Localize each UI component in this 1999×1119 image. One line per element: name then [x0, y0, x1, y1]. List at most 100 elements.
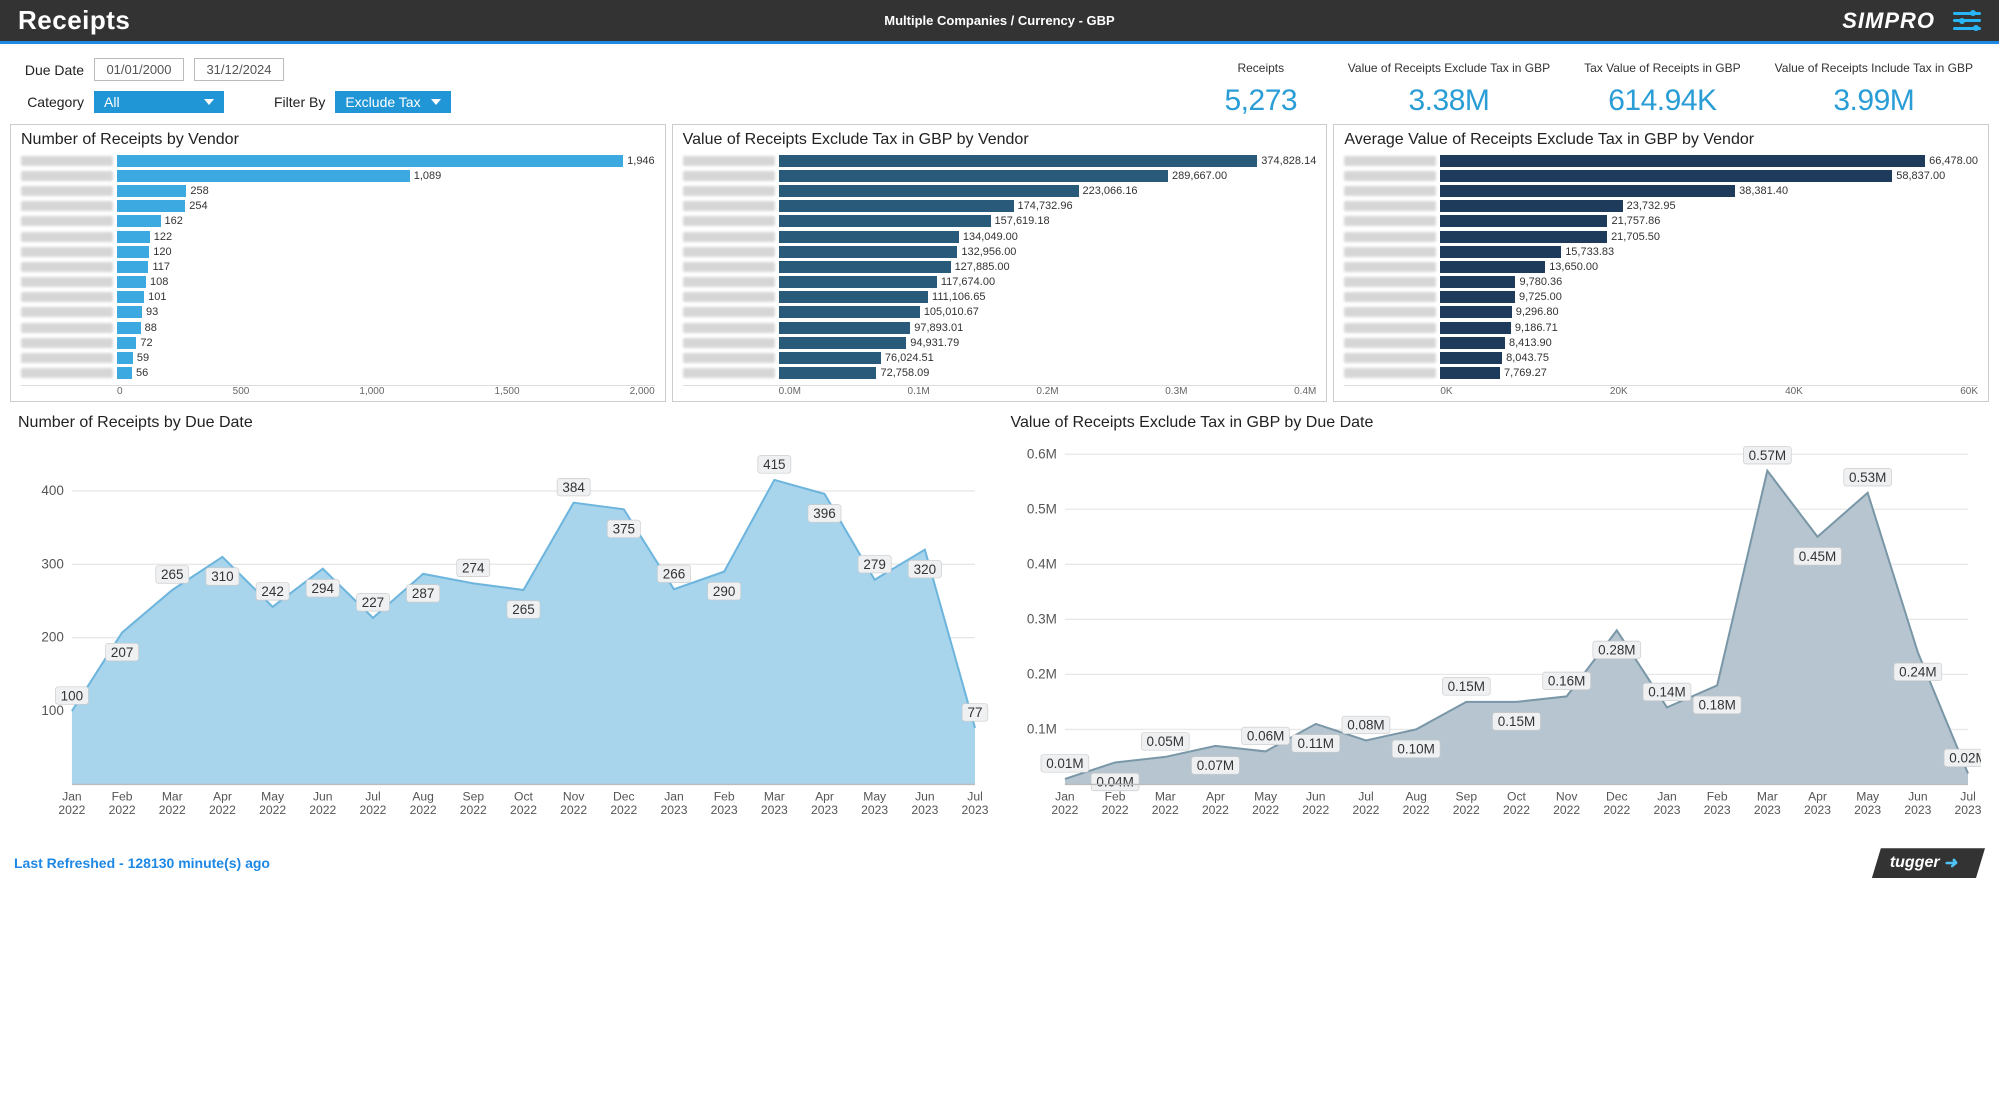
bar-row: 21,705.50	[1344, 229, 1978, 244]
bar-value: 117	[152, 261, 170, 273]
bar-value: 289,667.00	[1172, 170, 1227, 182]
svg-text:Sep: Sep	[463, 789, 485, 803]
svg-text:Jan: Jan	[1055, 789, 1075, 803]
vendor-label-blurred	[1344, 186, 1436, 196]
vendor-label-blurred	[683, 368, 775, 378]
bar-fill	[779, 276, 937, 288]
bar-fill	[1440, 352, 1502, 364]
svg-text:2023: 2023	[660, 803, 687, 817]
bar-fill	[117, 367, 132, 379]
chart-avg-value-by-vendor: Average Value of Receipts Exclude Tax in…	[1333, 124, 1989, 402]
svg-text:0.3M: 0.3M	[1026, 611, 1056, 626]
bar-value: 21,705.50	[1611, 231, 1660, 243]
vendor-label-blurred	[21, 216, 113, 226]
svg-text:2023: 2023	[761, 803, 788, 817]
bar-fill	[1440, 246, 1561, 258]
svg-text:0.57M: 0.57M	[1748, 448, 1785, 463]
svg-text:2023: 2023	[1954, 803, 1981, 817]
bar-fill	[117, 200, 185, 212]
chart-value-by-date: Value of Receipts Exclude Tax in GBP by …	[1003, 410, 1990, 842]
bar-fill	[779, 246, 958, 258]
bar-value: 88	[145, 322, 157, 334]
kpi-card: Value of Receipts Include Tax in GBP3.99…	[1763, 54, 1985, 118]
bar-row: 127,885.00	[683, 259, 1317, 274]
vendor-label-blurred	[21, 186, 113, 196]
bar-fill	[779, 367, 877, 379]
svg-text:400: 400	[41, 483, 63, 498]
vendor-label-blurred	[683, 292, 775, 302]
svg-text:2022: 2022	[58, 803, 85, 817]
svg-text:Mar: Mar	[162, 789, 183, 803]
svg-text:2022: 2022	[259, 803, 286, 817]
x-tick: 20K	[1610, 386, 1628, 397]
settings-icon[interactable]	[1953, 9, 1981, 33]
bar-fill	[1440, 170, 1892, 182]
vendor-label-blurred	[683, 156, 775, 166]
vendor-label-blurred	[1344, 277, 1436, 287]
filterby-dropdown[interactable]: Exclude Tax	[335, 91, 450, 113]
vendor-label-blurred	[21, 247, 113, 257]
svg-text:2022: 2022	[1553, 803, 1580, 817]
bar-value: 111,106.65	[932, 291, 985, 303]
bar-value: 76,024.51	[885, 352, 934, 364]
chart-title: Value of Receipts Exclude Tax in GBP by …	[1011, 414, 1982, 432]
bar-row: 258	[21, 183, 655, 198]
bar-row: 88	[21, 320, 655, 335]
bar-fill	[779, 337, 907, 349]
bar-row: 58,837.00	[1344, 168, 1978, 183]
svg-text:0.53M: 0.53M	[1848, 470, 1885, 485]
bar-fill	[1440, 200, 1622, 212]
x-tick: 0.3M	[1165, 386, 1187, 397]
date-to-input[interactable]: 31/12/2024	[194, 58, 284, 81]
svg-text:2022: 2022	[460, 803, 487, 817]
svg-text:0.28M: 0.28M	[1598, 642, 1635, 657]
bar-row: 120	[21, 244, 655, 259]
svg-text:Jun: Jun	[1305, 789, 1325, 803]
page-title: Receipts	[18, 5, 130, 36]
chart-value-by-vendor: Value of Receipts Exclude Tax in GBP by …	[672, 124, 1328, 402]
bar-value: 58,837.00	[1896, 170, 1945, 182]
vendor-label-blurred	[1344, 292, 1436, 302]
svg-text:100: 100	[61, 688, 83, 703]
bar-row: 9,296.80	[1344, 305, 1978, 320]
bar-row: 9,780.36	[1344, 275, 1978, 290]
bar-row: 15,733.83	[1344, 244, 1978, 259]
svg-text:Jan: Jan	[1657, 789, 1677, 803]
bar-row: 9,186.71	[1344, 320, 1978, 335]
bar-value: 117,674.00	[941, 276, 995, 288]
bar-row: 111,106.65	[683, 290, 1317, 305]
bar-fill	[779, 185, 1079, 197]
kpi-card: Tax Value of Receipts in GBP614.94K	[1572, 54, 1753, 118]
x-tick: 500	[233, 386, 250, 397]
bar-row: 23,732.95	[1344, 199, 1978, 214]
svg-text:2022: 2022	[1101, 803, 1128, 817]
vendor-label-blurred	[683, 338, 775, 348]
bar-fill	[117, 322, 141, 334]
bar-value: 223,066.16	[1083, 185, 1138, 197]
kpi-value: 5,273	[1208, 84, 1314, 118]
date-from-input[interactable]: 01/01/2000	[94, 58, 184, 81]
bar-value: 9,725.00	[1519, 291, 1562, 303]
filterby-value: Exclude Tax	[345, 94, 420, 110]
bar-row: 162	[21, 214, 655, 229]
vendor-label-blurred	[1344, 368, 1436, 378]
bar-fill	[117, 185, 186, 197]
vendor-label-blurred	[683, 307, 775, 317]
vendor-label-blurred	[21, 353, 113, 363]
kpi-value: 614.94K	[1584, 84, 1741, 118]
svg-text:0.4M: 0.4M	[1026, 556, 1056, 571]
bar-fill	[117, 291, 144, 303]
bar-value: 132,956.00	[961, 246, 1016, 258]
svg-text:0.16M: 0.16M	[1547, 673, 1584, 688]
category-dropdown[interactable]: All	[94, 91, 224, 113]
bar-fill	[1440, 215, 1607, 227]
chart-title: Value of Receipts Exclude Tax in GBP by …	[683, 131, 1317, 149]
vendor-label-blurred	[21, 262, 113, 272]
x-tick: 60K	[1960, 386, 1978, 397]
bar-fill	[117, 261, 148, 273]
bar-row: 122	[21, 229, 655, 244]
bar-fill	[1440, 155, 1925, 167]
bar-value: 7,769.27	[1504, 367, 1547, 379]
svg-text:2023: 2023	[1854, 803, 1881, 817]
svg-text:396: 396	[813, 506, 835, 521]
